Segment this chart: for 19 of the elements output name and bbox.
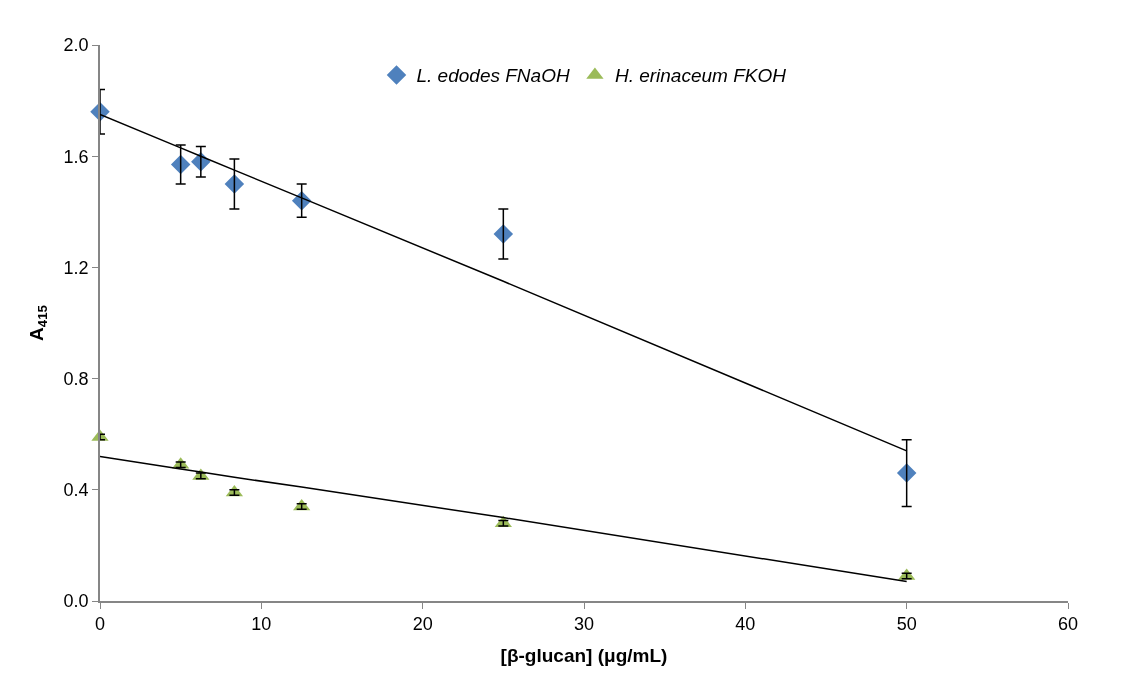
x-tick-label: 0: [94, 614, 106, 635]
x-tick-label: 60: [1057, 614, 1079, 635]
point: [493, 224, 514, 244]
x-tick-label: 50: [896, 614, 917, 635]
x-tick-label: 40: [735, 614, 756, 635]
y-tick-label: 2.0: [63, 35, 89, 56]
x-tick-label: 30: [573, 614, 595, 635]
legend-label: L. edodes FNaOH: [416, 65, 570, 87]
x-axis-title: [β-glucan] (μg/mL): [500, 644, 668, 666]
point: [896, 463, 917, 483]
x-tick-label: 20: [412, 614, 433, 635]
y-tick-label: 1.6: [63, 146, 89, 167]
y-tick-label: 0.0: [63, 591, 89, 612]
y-tick-label: 0.4: [63, 480, 89, 501]
legend-label: H. erinaceum FKOH: [614, 65, 787, 87]
y-tick-label: 0.8: [63, 368, 89, 389]
point: [224, 174, 245, 194]
x-tick-label: 10: [251, 614, 272, 635]
y-tick-label: 1.2: [63, 257, 89, 278]
